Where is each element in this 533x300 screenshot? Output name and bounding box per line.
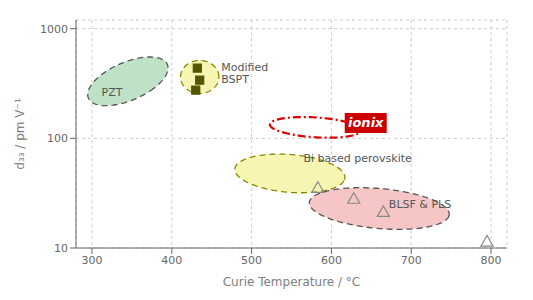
svg-text:600: 600: [321, 254, 342, 267]
svg-text:ionix: ionix: [348, 115, 384, 130]
svg-text:800: 800: [481, 254, 502, 267]
svg-text:10: 10: [54, 242, 68, 255]
svg-text:1000: 1000: [40, 23, 68, 36]
svg-text:300: 300: [81, 254, 102, 267]
svg-text:Bi based perovskite: Bi based perovskite: [303, 152, 412, 165]
svg-text:400: 400: [161, 254, 182, 267]
svg-text:d₃₃ / pm V⁻¹: d₃₃ / pm V⁻¹: [13, 98, 27, 170]
svg-text:PZT: PZT: [102, 86, 123, 99]
svg-text:700: 700: [401, 254, 422, 267]
svg-text:ModifiedBSPT: ModifiedBSPT: [221, 60, 268, 85]
svg-text:BLSF & PLS: BLSF & PLS: [389, 198, 451, 211]
svg-text:100: 100: [47, 132, 68, 145]
svg-text:Curie Temperature / °C: Curie Temperature / °C: [223, 275, 361, 289]
svg-text:500: 500: [241, 254, 262, 267]
